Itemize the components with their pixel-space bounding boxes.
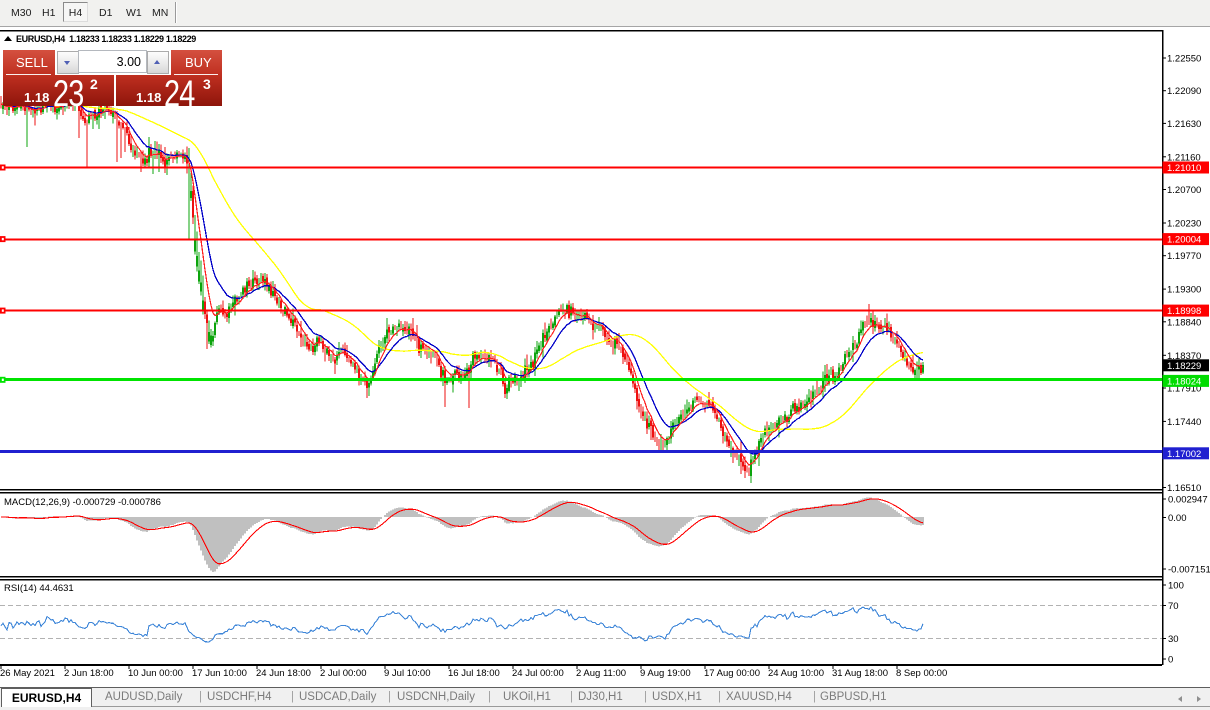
svg-text:24 Jul 00:00: 24 Jul 00:00	[512, 668, 564, 679]
svg-text:1.17002: 1.17002	[1167, 449, 1201, 460]
svg-text:0.002947: 0.002947	[1168, 495, 1208, 506]
svg-text:9 Aug 19:00: 9 Aug 19:00	[640, 668, 691, 679]
svg-text:30: 30	[1168, 634, 1179, 645]
svg-text:1.20004: 1.20004	[1167, 235, 1201, 246]
svg-text:1.18024: 1.18024	[1167, 376, 1201, 387]
svg-text:1.17910: 1.17910	[1167, 384, 1201, 395]
svg-text:1.18229: 1.18229	[1167, 361, 1201, 372]
svg-text:1.21160: 1.21160	[1167, 152, 1201, 163]
svg-text:1.19770: 1.19770	[1167, 251, 1201, 262]
svg-text:8 Sep 00:00: 8 Sep 00:00	[896, 668, 947, 679]
svg-text:24 Jun 18:00: 24 Jun 18:00	[256, 668, 311, 679]
svg-text:1.16510: 1.16510	[1167, 483, 1201, 494]
svg-text:24 Aug 10:00: 24 Aug 10:00	[768, 668, 824, 679]
svg-text:-0.007151: -0.007151	[1168, 565, 1210, 576]
svg-text:16 Jul 18:00: 16 Jul 18:00	[448, 668, 500, 679]
svg-text:2 Jul 00:00: 2 Jul 00:00	[320, 668, 366, 679]
svg-text:26 May 2021: 26 May 2021	[0, 668, 55, 679]
svg-text:31 Aug 18:00: 31 Aug 18:00	[832, 668, 888, 679]
svg-text:9 Jul 10:00: 9 Jul 10:00	[384, 668, 430, 679]
svg-text:1.22550: 1.22550	[1167, 54, 1201, 65]
svg-text:RSI(14) 44.4631: RSI(14) 44.4631	[4, 583, 74, 594]
svg-text:1.18370: 1.18370	[1167, 351, 1201, 362]
svg-text:17 Aug 00:00: 17 Aug 00:00	[704, 668, 760, 679]
svg-text:1.21010: 1.21010	[1167, 163, 1201, 174]
svg-text:0.00: 0.00	[1168, 513, 1187, 524]
svg-text:1.19300: 1.19300	[1167, 285, 1201, 296]
svg-text:1.18840: 1.18840	[1167, 317, 1201, 328]
svg-text:0: 0	[1168, 655, 1173, 666]
svg-text:1.17440: 1.17440	[1167, 417, 1201, 428]
svg-text:17 Jun 10:00: 17 Jun 10:00	[192, 668, 247, 679]
svg-text:70: 70	[1168, 601, 1179, 612]
svg-text:MACD(12,26,9) -0.000729 -0.000: MACD(12,26,9) -0.000729 -0.000786	[4, 497, 161, 508]
svg-text:1.22090: 1.22090	[1167, 86, 1201, 97]
svg-text:1.21630: 1.21630	[1167, 119, 1201, 130]
svg-text:1.20230: 1.20230	[1167, 219, 1201, 230]
svg-text:1.18998: 1.18998	[1167, 306, 1201, 317]
svg-text:2 Jun 18:00: 2 Jun 18:00	[64, 668, 114, 679]
svg-text:2 Aug 11:00: 2 Aug 11:00	[576, 668, 626, 679]
svg-text:10 Jun 00:00: 10 Jun 00:00	[128, 668, 183, 679]
svg-text:100: 100	[1168, 581, 1184, 592]
svg-text:EURUSD,H4 1.18233 1.18233 1.1: EURUSD,H4 1.18233 1.18233 1.18229 1.1822…	[16, 34, 196, 44]
svg-text:1.20700: 1.20700	[1167, 185, 1201, 196]
